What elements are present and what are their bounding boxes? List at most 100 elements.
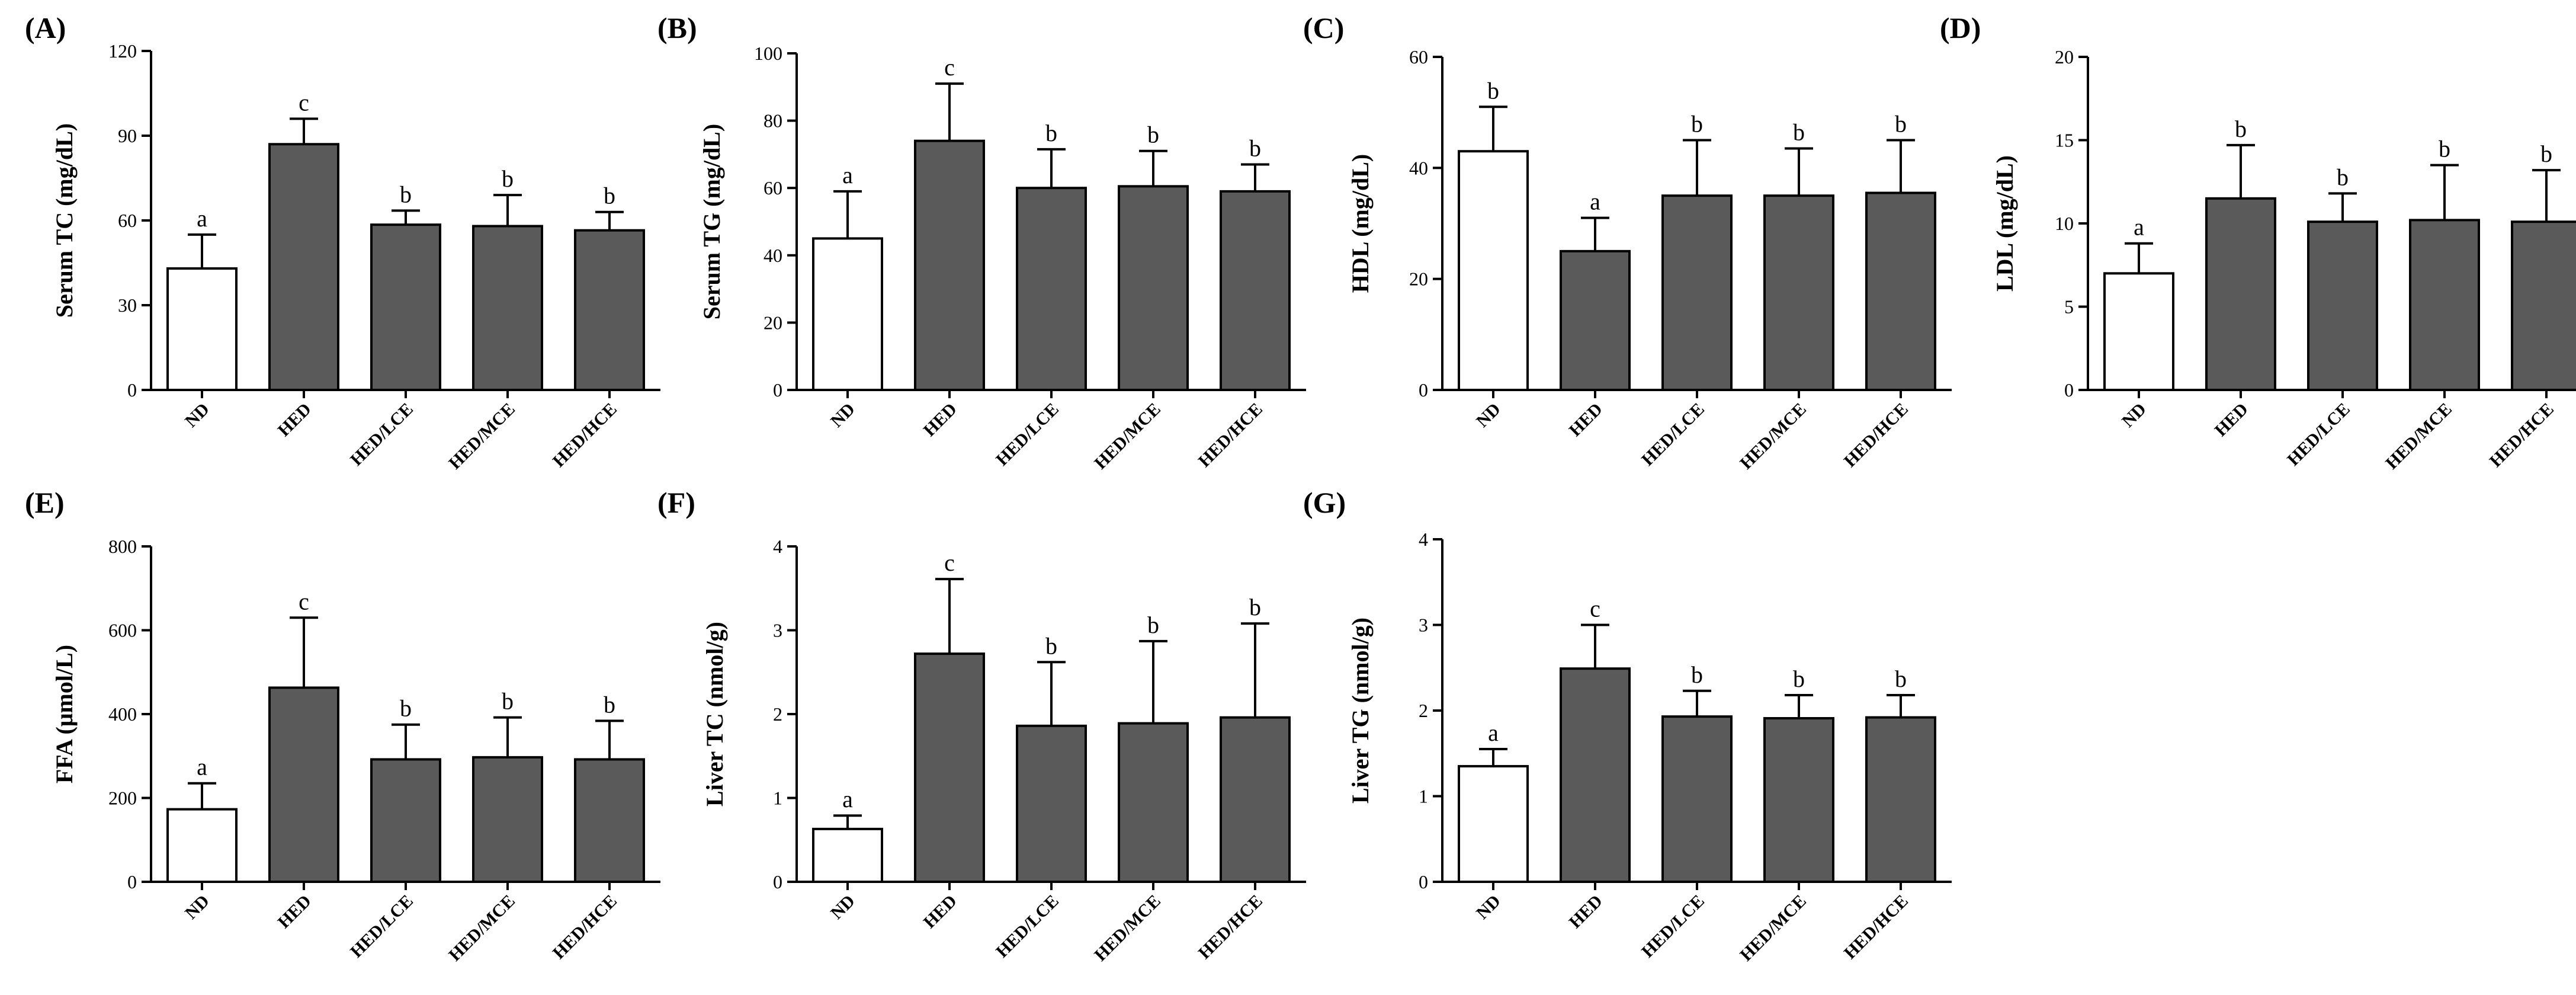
x-category-label: ND (1473, 891, 1504, 923)
bar-nd (1458, 150, 1529, 391)
x-category-label: HED/MCE (1090, 399, 1165, 473)
y-tick-label: 0 (1419, 871, 1428, 892)
chart-panel-3: (C) HDL (mg/dL) 0 20 40 60 b ND a HED b HED/LCE b HED… (1303, 11, 1952, 473)
y-axis-title: Serum TG (mg/dL) (698, 124, 725, 319)
significance-letter: b (1691, 111, 1703, 137)
bar-nd (812, 827, 883, 883)
bar-hed-lce (1661, 194, 1733, 391)
y-tick-label: 600 (108, 620, 137, 641)
significance-letter: a (197, 205, 207, 232)
significance-letter: b (1793, 119, 1805, 146)
y-tick-label: 60 (118, 210, 137, 231)
y-axis-title: Liver TG (nmol/g) (1347, 618, 1374, 804)
bar-hed-lce (2307, 220, 2378, 391)
chart-panel-5: (E) FFA (μmol/L) 0 200 400 600 800 a ND c HED b HED/… (25, 486, 660, 965)
x-category-label: HED/LCE (992, 399, 1063, 470)
x-category-label: HED/MCE (445, 891, 519, 965)
bar-hed (1560, 667, 1631, 883)
y-tick-label: 1 (1419, 786, 1428, 807)
x-category-label: HED (274, 399, 315, 440)
x-category-label: HED/HCE (1195, 399, 1266, 471)
bar-hed (914, 652, 985, 883)
y-tick-label: 0 (773, 379, 782, 401)
bar-hed-hce (574, 229, 645, 391)
panel-label: (E) (25, 486, 65, 519)
bar-nd (2103, 272, 2174, 391)
y-tick-label: 0 (1419, 379, 1428, 401)
x-category-label: HED/LCE (1638, 399, 1708, 470)
y-tick-label: 60 (764, 177, 782, 199)
x-category-label: HED/HCE (549, 891, 621, 963)
significance-letter: b (604, 691, 615, 718)
x-category-label: HED/LCE (992, 891, 1063, 962)
y-tick-label: 3 (773, 620, 782, 641)
x-category-label: ND (1473, 399, 1504, 431)
y-axis-title: Liver TC (nmol/g) (701, 622, 728, 807)
significance-letter: b (502, 688, 514, 715)
x-category-label: HED (2211, 399, 2252, 440)
bar-hed (1560, 249, 1631, 392)
bar-nd (1458, 764, 1529, 884)
bar-hed-mce (1763, 717, 1834, 883)
bar-nd (166, 808, 238, 884)
bar-hed-mce (1118, 185, 1189, 391)
significance-letter: b (1793, 666, 1805, 692)
bar-hed-lce (1016, 187, 1087, 391)
x-category-label: ND (181, 891, 213, 923)
bar-hed-lce (1661, 715, 1733, 883)
significance-letter: b (1487, 77, 1499, 104)
y-tick-label: 30 (118, 295, 137, 316)
chart-panel-1: (A) Serum TC (mg/dL) 0 30 60 90 120 a ND c HED b HED… (25, 11, 660, 473)
significance-letter: a (1590, 188, 1600, 215)
panel-label: (C) (1303, 11, 1344, 44)
panel-label: (D) (1940, 11, 1981, 44)
panel-label: (A) (25, 11, 66, 44)
x-category-label: ND (827, 891, 859, 923)
bar-nd (812, 237, 883, 391)
x-category-label: HED/MCE (1090, 891, 1165, 965)
y-tick-label: 0 (127, 379, 137, 401)
x-category-label: HED/HCE (1840, 891, 1912, 963)
y-tick-label: 5 (2064, 296, 2074, 318)
x-category-label: HED/LCE (1638, 891, 1708, 962)
panel-label: (G) (1303, 486, 1346, 519)
bar-hed (268, 143, 339, 392)
significance-letter: b (1147, 121, 1159, 148)
y-tick-label: 200 (108, 788, 137, 809)
chart-panel-7: (G) Liver TG (nmol/g) 0 1 2 3 4 a ND c HED b HED/LCE… (1303, 486, 1952, 965)
y-tick-label: 90 (118, 125, 137, 146)
significance-letter: c (944, 549, 955, 576)
significance-letter: b (1045, 120, 1057, 146)
x-category-label: HED/HCE (1840, 399, 1912, 471)
x-category-label: HED/MCE (1736, 399, 1810, 473)
bar-hed-mce (472, 225, 543, 391)
significance-letter: b (1045, 632, 1057, 659)
significance-letter: b (502, 165, 514, 192)
bar-hed-hce (1865, 716, 1936, 884)
x-category-label: HED (920, 399, 961, 440)
bar-hed-hce (574, 758, 645, 884)
y-tick-label: 0 (2064, 379, 2074, 401)
panel-label: (F) (657, 486, 695, 519)
x-category-label: HED/HCE (1195, 891, 1266, 963)
y-tick-label: 400 (108, 703, 137, 725)
x-category-label: HED (274, 891, 315, 932)
x-category-label: HED/MCE (445, 399, 519, 473)
significance-letter: b (1691, 661, 1703, 688)
y-tick-label: 2 (773, 703, 782, 725)
significance-letter: b (1147, 612, 1159, 638)
bar-hed-mce (1118, 722, 1189, 883)
bar-hed-lce (370, 758, 441, 884)
bar-hed-lce (1016, 724, 1087, 884)
bar-hed-mce (1763, 194, 1834, 391)
significance-letter: b (1249, 135, 1261, 161)
x-category-label: HED/LCE (347, 399, 417, 470)
significance-letter: b (2439, 136, 2450, 162)
x-category-label: ND (827, 399, 859, 431)
bar-nd (166, 267, 238, 391)
significance-letter: b (604, 183, 615, 209)
y-tick-label: 15 (2055, 130, 2074, 151)
y-tick-label: 20 (2055, 46, 2074, 68)
y-axis-title: Serum TC (mg/dL) (51, 123, 78, 318)
y-tick-label: 120 (108, 40, 137, 62)
